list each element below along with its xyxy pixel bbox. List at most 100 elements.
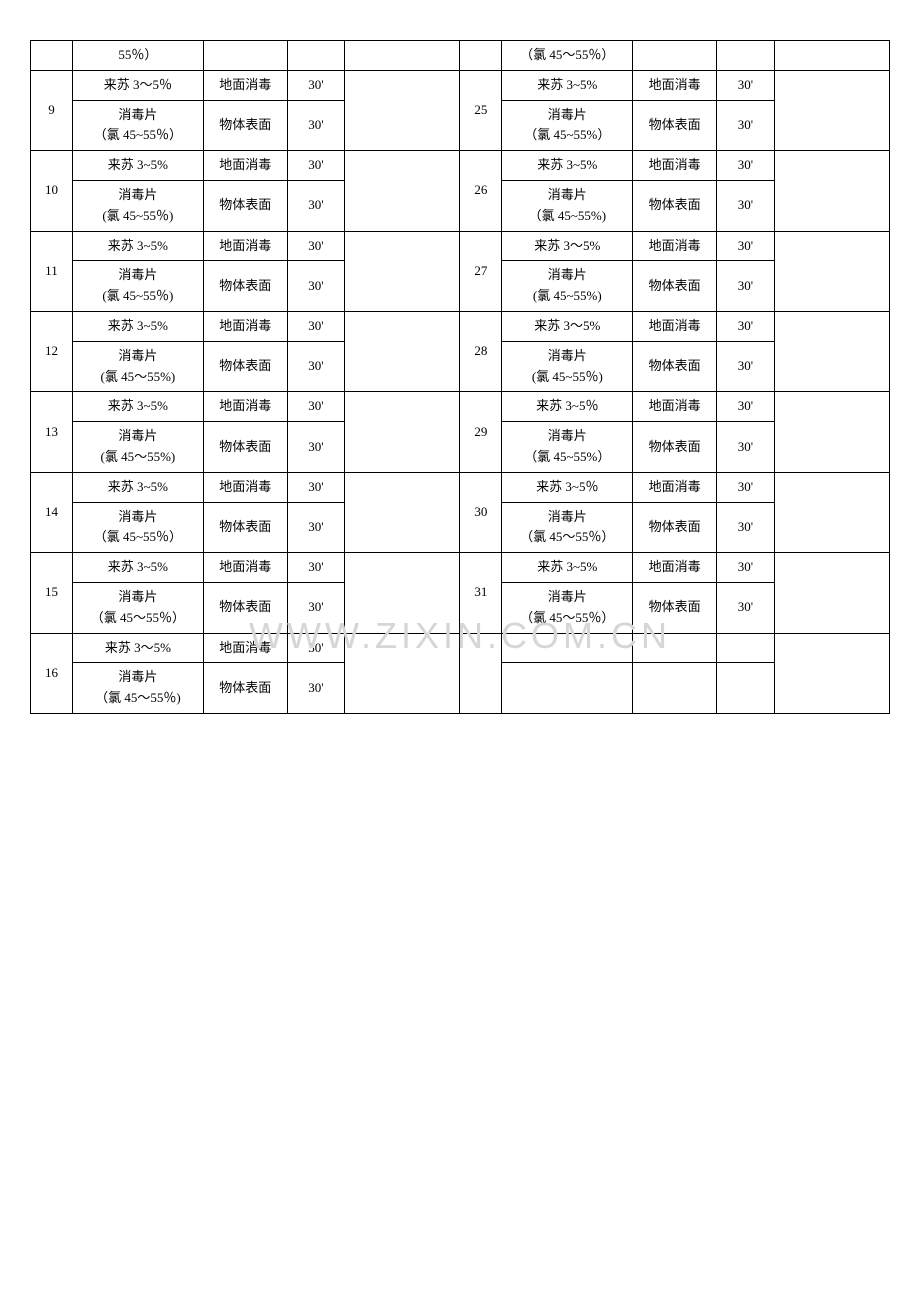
time-right-floor [717, 633, 775, 663]
time-left-surface: 30' [287, 582, 345, 633]
agent-left-floor: 来苏 3~5% [72, 392, 203, 422]
method-left-floor: 地面消毒 [203, 151, 287, 181]
agent-right-surface: 消毒片(氯 45~55％) [502, 341, 633, 392]
row-num-right: 29 [460, 392, 502, 472]
sign-left [345, 151, 460, 231]
agent-left-floor: 来苏 3~5% [72, 553, 203, 583]
row-num-right: 31 [460, 553, 502, 633]
row-num-left: 12 [31, 311, 73, 391]
time-right-floor: 30' [717, 472, 775, 502]
agent-right-floor: 来苏 3～5% [502, 311, 633, 341]
agent-right-surface: 消毒片（氯 45~55%） [502, 100, 633, 151]
row-num-right: 28 [460, 311, 502, 391]
agent-right-surface: 消毒片(氯 45~55%) [502, 261, 633, 312]
time-right-surface: 30' [717, 502, 775, 553]
agent-left-surface: 消毒片（氯 45～55％) [72, 663, 203, 714]
time-left-floor: 30' [287, 392, 345, 422]
method-left-floor: 地面消毒 [203, 231, 287, 261]
agent-right-floor: 来苏 3~5% [502, 151, 633, 181]
method-left-surface: 物体表面 [203, 180, 287, 231]
disinfection-table: 55％）（氯 45～55％）9来苏 3～5％地面消毒30'25来苏 3~5%地面… [30, 40, 890, 714]
method-right-floor: 地面消毒 [633, 472, 717, 502]
agent-left-floor: 来苏 3～5% [72, 633, 203, 663]
time-right-surface: 30' [717, 261, 775, 312]
sign-left [345, 472, 460, 552]
method-left-floor: 地面消毒 [203, 472, 287, 502]
agent-left-surface: 消毒片（氯 45~55％） [72, 502, 203, 553]
method-right-surface: 物体表面 [633, 180, 717, 231]
row-num-right: 30 [460, 472, 502, 552]
time-right-floor: 30' [717, 151, 775, 181]
method-right-surface: 物体表面 [633, 341, 717, 392]
row-partial-right-num [460, 41, 502, 71]
row-num-left: 14 [31, 472, 73, 552]
row-num-left: 10 [31, 151, 73, 231]
row-num-left: 15 [31, 553, 73, 633]
row-num-right [460, 633, 502, 713]
time-right-surface [717, 663, 775, 714]
sign-right [774, 553, 889, 633]
row-partial-right-method [633, 41, 717, 71]
time-left-surface: 30' [287, 261, 345, 312]
agent-left-floor: 来苏 3~5% [72, 231, 203, 261]
agent-right-surface: 消毒片（氯 45~55%） [502, 422, 633, 473]
sign-left [345, 70, 460, 150]
time-left-floor: 30' [287, 472, 345, 502]
time-left-surface: 30' [287, 100, 345, 151]
sign-left [345, 553, 460, 633]
time-left-surface: 30' [287, 341, 345, 392]
method-left-floor: 地面消毒 [203, 70, 287, 100]
method-right-floor [633, 633, 717, 663]
sign-right [774, 311, 889, 391]
method-right-surface [633, 663, 717, 714]
time-right-floor: 30' [717, 392, 775, 422]
agent-right-floor: 来苏 3~5％ [502, 392, 633, 422]
method-left-floor: 地面消毒 [203, 553, 287, 583]
sign-right [774, 70, 889, 150]
time-left-floor: 30' [287, 553, 345, 583]
method-left-floor: 地面消毒 [203, 392, 287, 422]
agent-left-surface: 消毒片(氯 45~55％) [72, 261, 203, 312]
agent-left-floor: 来苏 3~5% [72, 151, 203, 181]
agent-left-surface: 消毒片(氯 45～55%) [72, 422, 203, 473]
row-num-right: 26 [460, 151, 502, 231]
time-right-surface: 30' [717, 100, 775, 151]
time-left-floor: 30' [287, 633, 345, 663]
time-right-floor: 30' [717, 311, 775, 341]
method-right-floor: 地面消毒 [633, 151, 717, 181]
row-num-left: 9 [31, 70, 73, 150]
sign-right [774, 472, 889, 552]
agent-right-surface: 消毒片（氯 45~55%) [502, 180, 633, 231]
time-right-surface: 30' [717, 582, 775, 633]
time-left-floor: 30' [287, 70, 345, 100]
time-right-surface: 30' [717, 422, 775, 473]
method-right-surface: 物体表面 [633, 582, 717, 633]
time-left-floor: 30' [287, 151, 345, 181]
method-left-surface: 物体表面 [203, 663, 287, 714]
agent-left-surface: 消毒片(氯 45～55%) [72, 341, 203, 392]
sign-right [774, 392, 889, 472]
agent-left-surface: 消毒片（氯 45~55％） [72, 100, 203, 151]
agent-right-floor: 来苏 3~5％ [502, 472, 633, 502]
row-partial-right-agent: （氯 45～55％） [502, 41, 633, 71]
time-left-surface: 30' [287, 502, 345, 553]
method-right-floor: 地面消毒 [633, 70, 717, 100]
agent-right-floor [502, 633, 633, 663]
time-right-surface: 30' [717, 180, 775, 231]
method-right-surface: 物体表面 [633, 261, 717, 312]
time-right-surface: 30' [717, 341, 775, 392]
method-right-floor: 地面消毒 [633, 311, 717, 341]
sign-right [774, 151, 889, 231]
time-left-floor: 30' [287, 231, 345, 261]
time-left-surface: 30' [287, 422, 345, 473]
method-left-surface: 物体表面 [203, 341, 287, 392]
method-left-surface: 物体表面 [203, 582, 287, 633]
agent-right-surface: 消毒片（氯 45～55％） [502, 502, 633, 553]
sign-left [345, 231, 460, 311]
row-partial-left-time [287, 41, 345, 71]
method-right-surface: 物体表面 [633, 100, 717, 151]
row-partial-left-agent: 55％） [72, 41, 203, 71]
agent-left-floor: 来苏 3~5% [72, 472, 203, 502]
row-partial-left-num [31, 41, 73, 71]
row-partial-left-sign [345, 41, 460, 71]
